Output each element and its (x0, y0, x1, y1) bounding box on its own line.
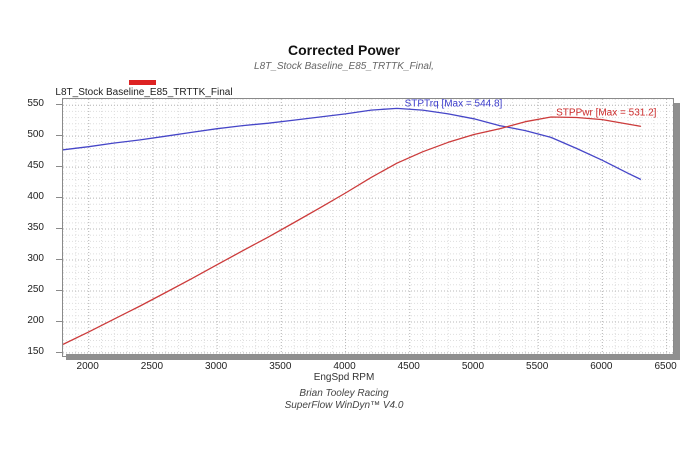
x-tick-label: 5500 (526, 361, 549, 372)
legend-label: L8T_Stock Baseline_E85_TRTTK_Final (55, 87, 233, 98)
footer-brand: Brian Tooley Racing (299, 388, 389, 399)
y-tick-label: 250 (27, 283, 44, 295)
y-tick-label: 200 (27, 314, 44, 326)
footer-software: SuperFlow WinDyn™ V4.0 (284, 400, 404, 411)
y-tick-label: 450 (27, 160, 44, 172)
chart-title: Corrected Power (287, 42, 401, 58)
y-tick-mark (56, 228, 62, 230)
x-tick-label: 4000 (333, 361, 356, 372)
y-tick-mark (56, 104, 62, 106)
x-tick-label: 2000 (76, 361, 99, 372)
chart-subtitle: L8T_Stock Baseline_E85_TRTTK_Final, (254, 61, 434, 72)
y-tick-label: 300 (27, 253, 44, 264)
plot-svg: STPTrq [Max = 544.8] STPPwr [Max = 531.2] (62, 98, 673, 356)
plot-shadow-bottom (66, 354, 680, 360)
plot-area: STPTrq [Max = 544.8] STPPwr [Max = 531.2] (62, 98, 674, 357)
y-tick-label: 400 (27, 191, 44, 203)
y-tick-mark (56, 289, 62, 291)
y-tick-mark (56, 197, 62, 199)
legend-swatch (129, 80, 156, 85)
x-tick-label: 5000 (461, 361, 485, 372)
x-tick-label: 2500 (140, 361, 164, 372)
x-tick-label: 3500 (269, 361, 292, 372)
max-annotation: STPPwr [Max = 531.2] (556, 107, 657, 118)
x-tick-label: 6500 (654, 361, 677, 372)
y-tick-mark (56, 166, 62, 168)
x-tick-label: 3000 (204, 361, 228, 372)
x-tick-label: 4500 (397, 361, 420, 372)
x-tick-label: 6000 (590, 361, 613, 372)
y-tick-mark (56, 259, 62, 260)
y-tick-mark (56, 320, 62, 322)
y-tick-label: 550 (27, 98, 44, 110)
y-tick-mark (56, 351, 62, 353)
stptrq-curve (62, 107, 642, 181)
max-annotation: STPTrq [Max = 544.8] (405, 99, 503, 110)
plot-shadow-right (674, 103, 680, 360)
stppwr-curve (62, 116, 642, 345)
y-tick-label: 500 (27, 129, 44, 141)
y-tick-label: 350 (27, 222, 44, 234)
x-axis-title: EngSpd RPM (313, 372, 375, 383)
y-tick-label: 150 (27, 345, 44, 357)
y-tick-mark (56, 135, 62, 137)
